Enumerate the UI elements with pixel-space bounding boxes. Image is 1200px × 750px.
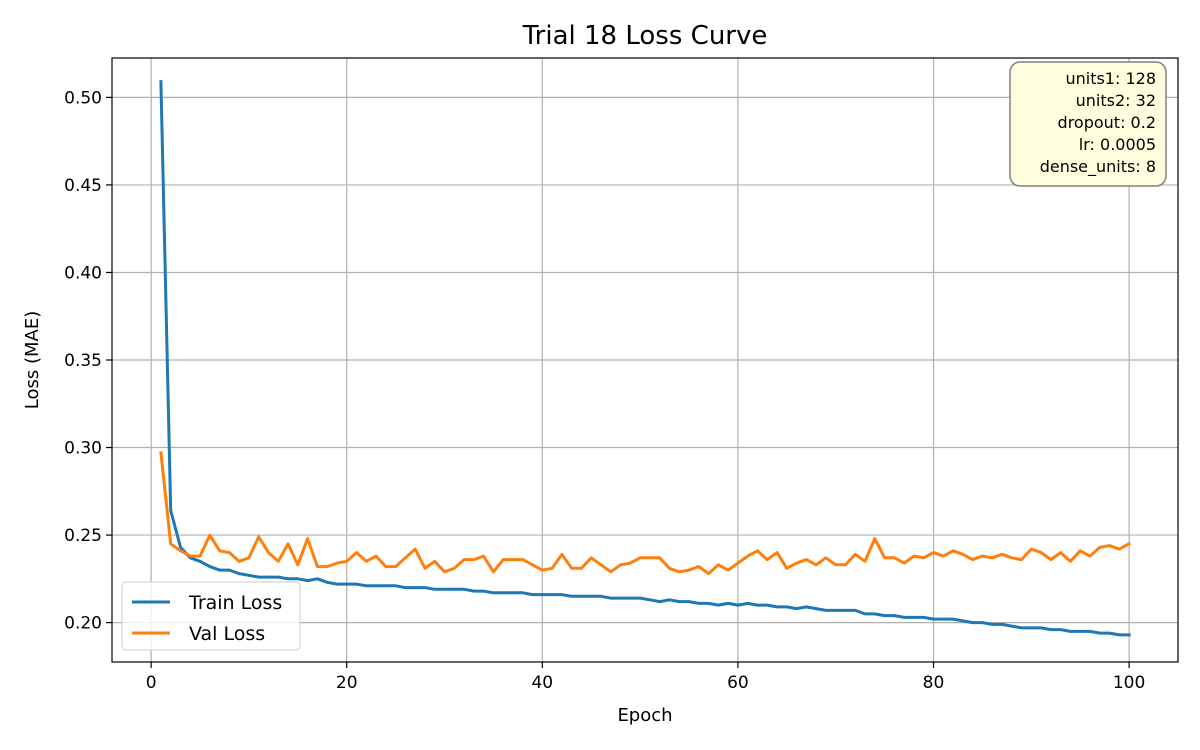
y-axis-title: Loss (MAE) bbox=[22, 311, 43, 409]
tick-layer: 0 20 40 60 80 100 0.20 0.25 0.30 0.35 0.40 0.45 0.50 bbox=[64, 88, 1145, 693]
x-tick-label: 20 bbox=[336, 673, 358, 693]
hyperparameter-line: dense_units: 8 bbox=[1040, 157, 1156, 177]
y-tick-label: 0.50 bbox=[64, 88, 102, 108]
y-tick-label: 0.35 bbox=[64, 351, 102, 371]
series-line-train-loss bbox=[159, 80, 1131, 637]
chart-title: Trial 18 Loss Curve bbox=[522, 21, 768, 51]
hyperparameter-line: units1: 128 bbox=[1065, 69, 1156, 88]
x-axis-title: Epoch bbox=[617, 705, 672, 726]
hyperparameter-line: dropout: 0.2 bbox=[1058, 113, 1156, 132]
series-layer bbox=[159, 80, 1132, 637]
annotation-frame bbox=[1009, 61, 1167, 187]
y-tick-label: 0.30 bbox=[64, 439, 102, 459]
x-tick-label: 60 bbox=[727, 673, 749, 693]
x-tick-label: 80 bbox=[923, 673, 945, 693]
hyperparameter-line: units2: 32 bbox=[1076, 91, 1156, 110]
series-line-val-loss bbox=[159, 451, 1132, 576]
y-tick-label: 0.20 bbox=[64, 614, 102, 634]
legend-label: Train Loss bbox=[188, 592, 282, 614]
legend: Train Loss Val Loss bbox=[121, 581, 301, 651]
x-tick-label: 40 bbox=[531, 673, 553, 693]
hyperparameter-line: lr: 0.0005 bbox=[1079, 135, 1156, 154]
y-tick-label: 0.40 bbox=[64, 263, 102, 283]
y-tick-label: 0.25 bbox=[64, 526, 102, 546]
x-tick-label: 0 bbox=[146, 673, 157, 693]
y-tick-label: 0.45 bbox=[64, 176, 102, 196]
x-tick-label: 100 bbox=[1113, 673, 1145, 693]
legend-label: Val Loss bbox=[189, 623, 265, 645]
hyperparameter-box: units1: 128 units2: 32 dropout: 0.2 lr: 0.0… bbox=[1009, 61, 1167, 187]
